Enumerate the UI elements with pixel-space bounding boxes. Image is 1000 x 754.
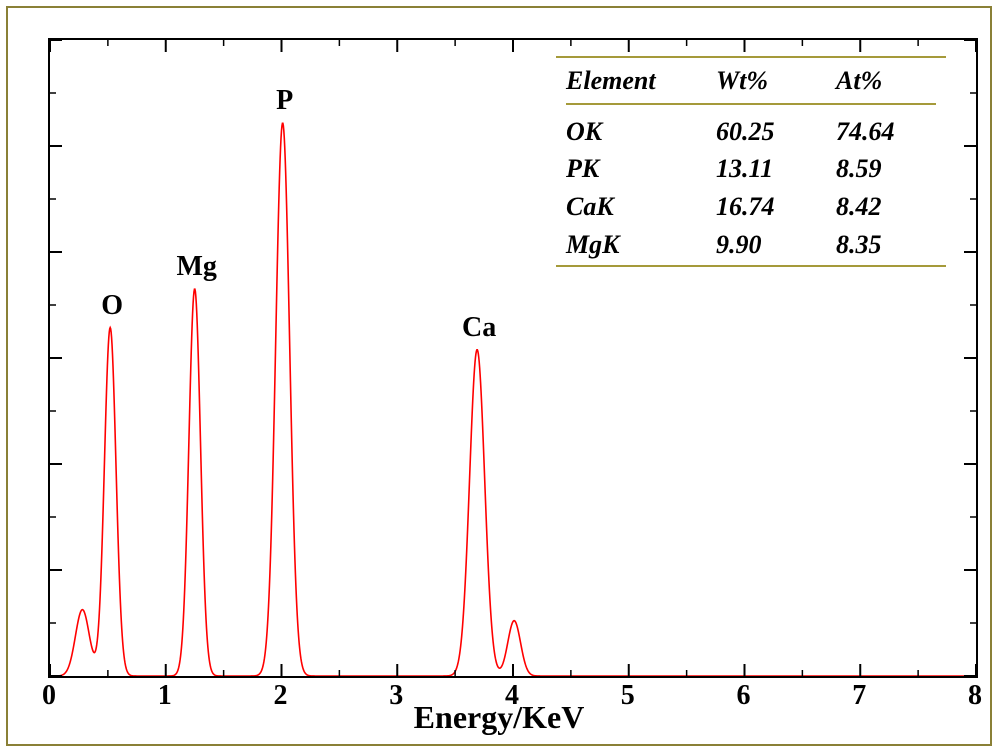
- table-row: PK13.118.59: [566, 150, 936, 188]
- x-tick-label: 0: [42, 680, 56, 712]
- peak-label-p: P: [276, 85, 293, 117]
- table-row: OK60.2574.64: [566, 113, 936, 151]
- figure-frame: ElementWt%At% OK60.2574.64PK13.118.59CaK1…: [6, 6, 992, 746]
- x-tick-label: 2: [274, 680, 288, 712]
- col-wt: Wt%: [716, 62, 836, 100]
- x-axis-label: Energy/KeV: [414, 699, 585, 736]
- x-tick-label: 3: [389, 680, 403, 712]
- x-tick-label: 4: [505, 680, 519, 712]
- col-at: At%: [836, 62, 936, 100]
- x-tick-label: 7: [852, 680, 866, 712]
- peak-label-mg: Mg: [176, 251, 216, 283]
- spectrum-plot: ElementWt%At% OK60.2574.64PK13.118.59CaK1…: [48, 38, 978, 678]
- peak-label-ca: Ca: [462, 312, 496, 344]
- table-header: ElementWt%At%: [566, 62, 936, 100]
- x-tick-label: 8: [968, 680, 982, 712]
- x-tick-label: 1: [158, 680, 172, 712]
- x-tick-label: 6: [737, 680, 751, 712]
- table-row: MgK9.908.35: [566, 226, 936, 264]
- col-element: Element: [566, 62, 716, 100]
- x-tick-label: 5: [621, 680, 635, 712]
- peak-label-o: O: [101, 290, 123, 322]
- composition-table: ElementWt%At% OK60.2574.64PK13.118.59CaK1…: [556, 56, 946, 267]
- table-row: CaK16.748.42: [566, 188, 936, 226]
